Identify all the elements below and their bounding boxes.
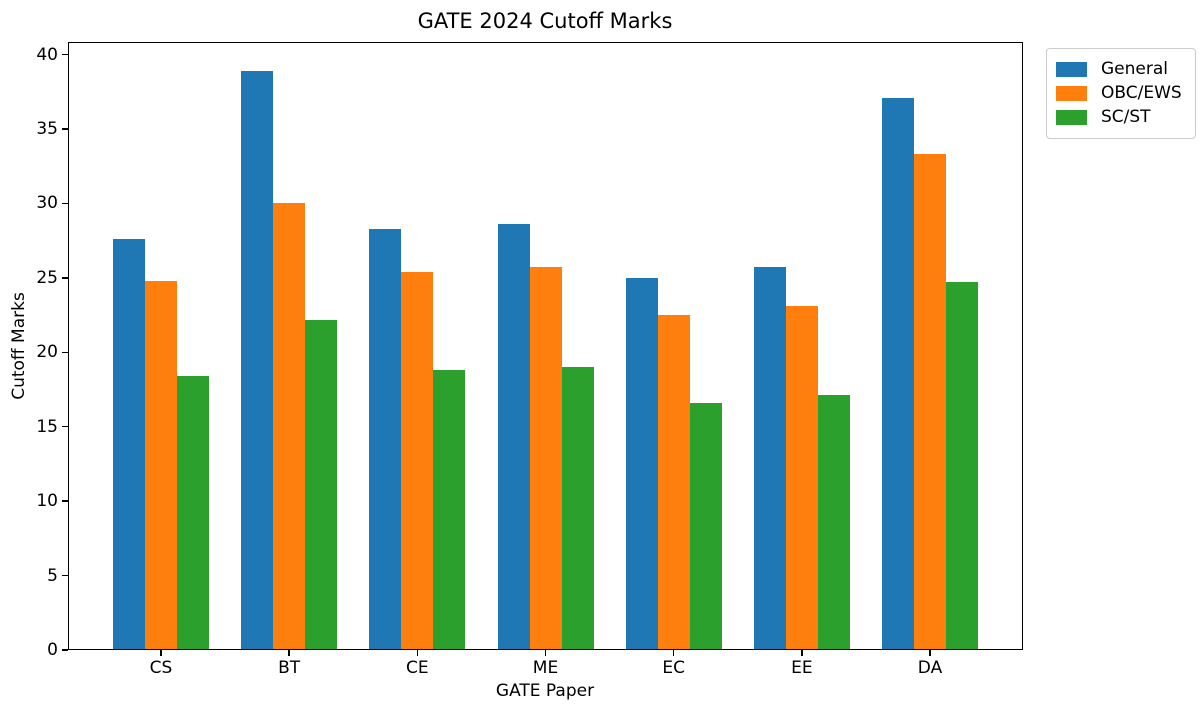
- axes-frame: [68, 42, 1023, 650]
- chart-title: GATE 2024 Cutoff Marks: [417, 9, 673, 33]
- y-tick-mark: [62, 128, 68, 130]
- legend: General OBC/EWS SC/ST: [1046, 48, 1196, 139]
- y-tick-label: 15: [36, 416, 58, 437]
- x-tick-mark: [160, 650, 162, 656]
- legend-item-general: General: [1056, 59, 1186, 80]
- legend-swatch-general: [1056, 62, 1087, 77]
- x-tick-mark: [544, 650, 547, 656]
- y-tick-mark: [62, 351, 68, 354]
- bar-ee-sc-st: [817, 395, 850, 650]
- legend-item-obc-ews: OBC/EWS: [1056, 83, 1186, 104]
- bar-ce-sc-st: [433, 370, 466, 650]
- y-tick-label: 40: [36, 44, 58, 65]
- y-tick-mark: [62, 425, 68, 428]
- y-tick-mark: [62, 53, 68, 56]
- y-tick-label: 10: [36, 491, 58, 512]
- x-tick-label: DA: [917, 658, 943, 678]
- x-tick-label: ME: [532, 658, 559, 678]
- y-tick-mark: [62, 500, 68, 502]
- x-tick-label: EE: [791, 658, 813, 678]
- legend-label-sc-st: SC/ST: [1101, 107, 1151, 127]
- legend-item-sc-st: SC/ST: [1056, 107, 1186, 128]
- legend-label-obc-ews: OBC/EWS: [1101, 83, 1182, 103]
- x-tick-mark: [929, 650, 931, 656]
- bar-ee-obc-ews: [785, 306, 818, 650]
- legend-swatch-obc-ews: [1056, 86, 1087, 101]
- legend-swatch-sc-st: [1056, 110, 1087, 125]
- bar-cs-general: [113, 239, 145, 650]
- bar-da-sc-st: [946, 282, 978, 650]
- y-tick-label: 35: [36, 119, 58, 139]
- y-tick-label: 0: [47, 640, 58, 660]
- bar-bt-sc-st: [305, 319, 338, 650]
- x-tick-label: CS: [149, 658, 173, 678]
- bar-bt-obc-ews: [273, 203, 306, 650]
- bar-me-sc-st: [561, 367, 594, 650]
- bar-ce-obc-ews: [401, 271, 434, 650]
- bar-da-obc-ews: [914, 154, 946, 650]
- y-tick-label: 20: [36, 342, 58, 363]
- bar-me-general: [497, 224, 530, 650]
- bar-ec-sc-st: [689, 402, 722, 650]
- y-tick-mark: [62, 649, 68, 651]
- y-tick-mark: [62, 202, 68, 205]
- bar-ee-general: [753, 267, 786, 650]
- x-tick-mark: [416, 650, 419, 656]
- x-tick-mark: [672, 650, 675, 656]
- y-tick-label: 25: [36, 267, 58, 288]
- bar-ec-obc-ews: [657, 315, 690, 650]
- bar-da-general: [882, 97, 914, 650]
- y-tick-mark: [62, 574, 68, 577]
- bar-ce-general: [369, 228, 402, 650]
- x-axis-label: GATE Paper: [495, 681, 595, 701]
- x-tick-mark: [288, 650, 290, 656]
- x-tick-label: CE: [406, 658, 429, 678]
- x-tick-label: BT: [278, 658, 301, 678]
- y-tick-label: 30: [36, 193, 58, 214]
- bar-me-obc-ews: [529, 267, 562, 650]
- y-tick-mark: [62, 277, 68, 279]
- x-tick-label: EC: [662, 658, 685, 678]
- legend-label-general: General: [1101, 59, 1168, 79]
- x-tick-mark: [801, 650, 803, 656]
- bar-ec-general: [625, 277, 658, 650]
- bar-cs-obc-ews: [145, 280, 177, 650]
- bar-cs-sc-st: [177, 376, 209, 650]
- bar-bt-general: [241, 70, 274, 650]
- y-tick-label: 5: [47, 565, 58, 586]
